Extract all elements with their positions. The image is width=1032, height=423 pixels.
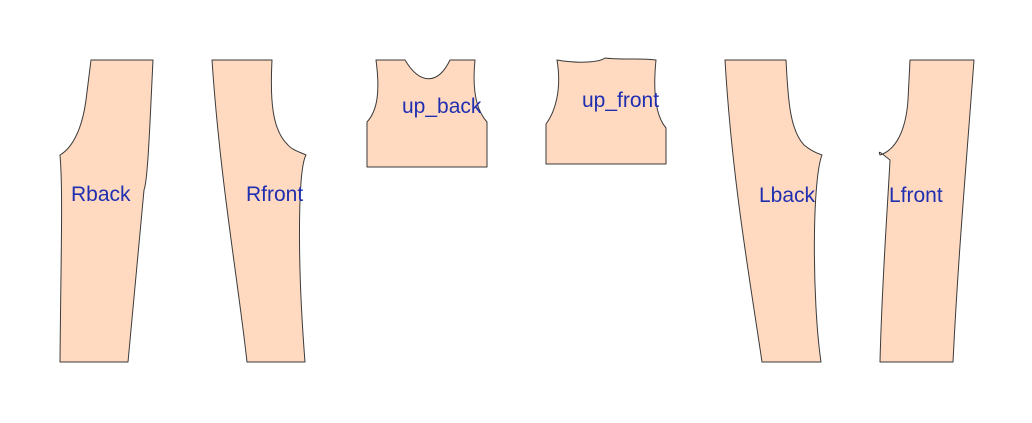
piece-rfront-shape[interactable] (211, 59, 307, 363)
piece-rfront[interactable]: Rfront (211, 59, 307, 363)
piece-lfront-shape[interactable] (878, 59, 975, 363)
piece-lback-shape[interactable] (724, 59, 823, 363)
piece-rback-shape[interactable] (59, 59, 154, 363)
piece-rback-label: Rback (71, 183, 131, 206)
piece-up-front[interactable]: up_front (545, 57, 667, 165)
piece-rback[interactable]: Rback (59, 59, 154, 363)
piece-lback-label: Lback (759, 184, 816, 207)
piece-up-back[interactable]: up_back (366, 59, 488, 168)
piece-rfront-label: Rfront (246, 183, 303, 206)
piece-up-front-label: up_front (582, 89, 659, 112)
piece-lfront[interactable]: Lfront (878, 59, 975, 363)
piece-up-back-shape[interactable] (366, 59, 488, 168)
piece-lback[interactable]: Lback (724, 59, 823, 363)
piece-lfront-label: Lfront (889, 184, 943, 207)
piece-up-back-label: up_back (402, 95, 482, 118)
piece-up-front-shape[interactable] (545, 57, 667, 165)
